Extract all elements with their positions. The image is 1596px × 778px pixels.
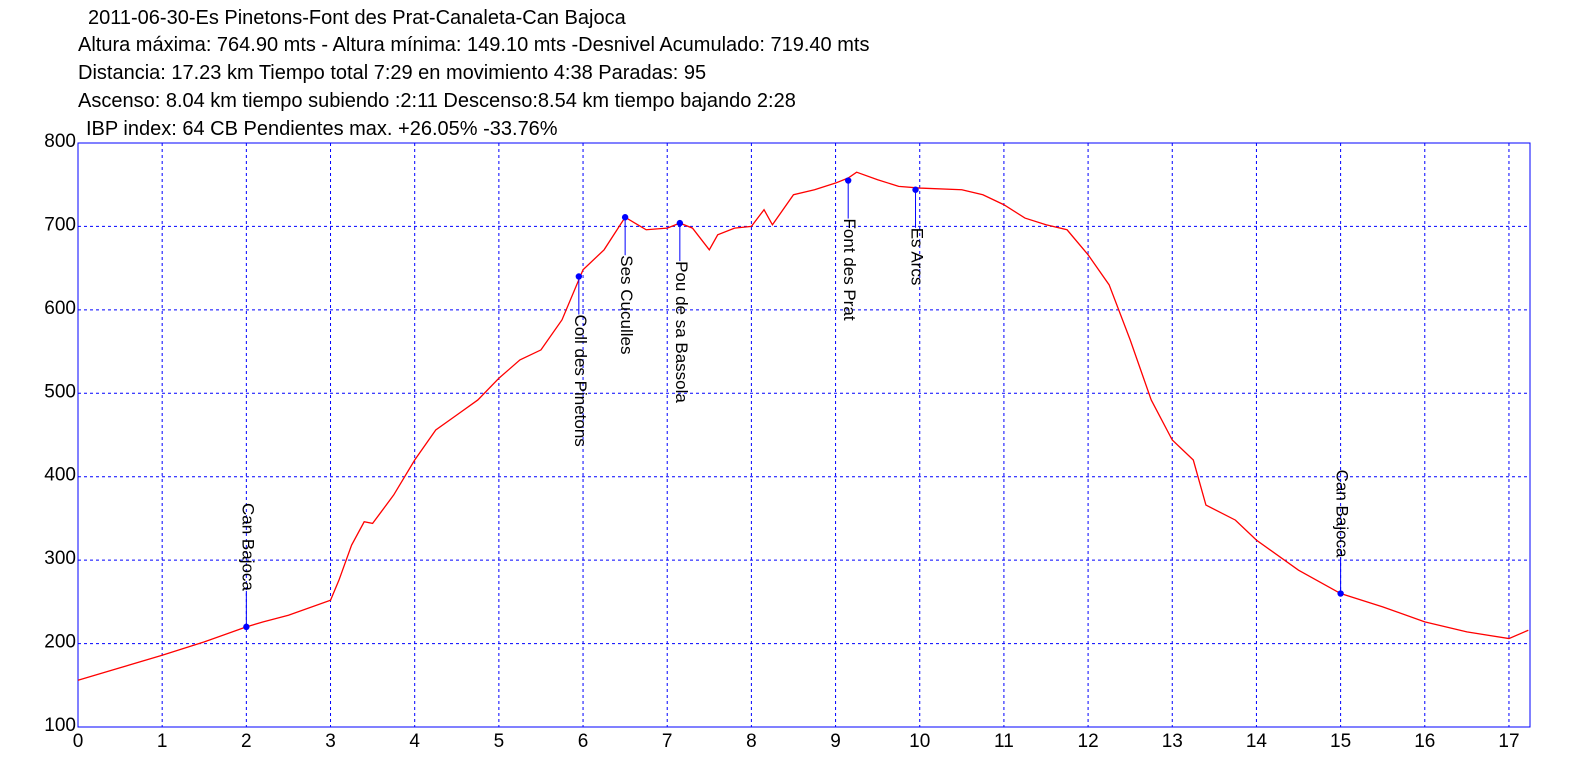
x-tick-label: 9 <box>830 731 841 752</box>
y-tick-label: 600 <box>44 298 76 319</box>
x-tick-label: 5 <box>494 731 505 752</box>
y-tick-label: 500 <box>44 381 76 402</box>
x-tick-label: 6 <box>578 731 589 752</box>
x-tick-label: 8 <box>746 731 757 752</box>
info-line: Altura máxima: 764.90 mts - Altura mínim… <box>78 34 869 56</box>
waypoint-marker <box>844 177 852 184</box>
waypoint-label: Coll des Pinetons <box>571 314 590 446</box>
waypoint-marker <box>621 214 629 221</box>
x-tick-label: 11 <box>994 731 1014 752</box>
waypoint-label: Pou de sa Bassola <box>672 261 691 403</box>
x-tick-label: 10 <box>909 731 930 752</box>
chart-title: 2011-06-30-Es Pinetons-Font des Prat-Can… <box>88 7 627 29</box>
y-tick-label: 800 <box>44 131 76 152</box>
waypoint-marker <box>575 273 583 280</box>
y-tick-label: 100 <box>44 715 76 736</box>
x-tick-label: 14 <box>1246 731 1268 752</box>
y-tick-label: 700 <box>44 214 76 235</box>
x-tick-label: 12 <box>1078 731 1099 752</box>
waypoint-label: Ses Cuculles <box>617 255 636 354</box>
y-tick-label: 400 <box>44 465 76 486</box>
x-tick-label: 2 <box>241 731 252 752</box>
elevation-line <box>77 171 1529 681</box>
info-line: Distancia: 17.23 km Tiempo total 7:29 en… <box>78 62 706 84</box>
x-tick-label: 4 <box>409 731 420 752</box>
x-tick-label: 0 <box>73 731 84 752</box>
y-tick-label: 200 <box>44 632 76 653</box>
waypoint-marker <box>912 186 919 193</box>
waypoint-label: Can Bajoca <box>1333 470 1352 558</box>
x-tick-label: 3 <box>325 731 336 752</box>
waypoint-label: Es Arcs <box>908 228 927 286</box>
x-tick-label: 7 <box>662 731 673 752</box>
info-line: Ascenso: 8.04 km tiempo subiendo :2:11 D… <box>78 90 796 112</box>
x-tick-label: 15 <box>1330 731 1351 752</box>
info-line: IBP index: 64 CB Pendientes max. +26.05%… <box>86 118 558 140</box>
waypoint-marker <box>243 623 250 631</box>
x-tick-label: 16 <box>1414 731 1435 752</box>
waypoint-label: Can Bajoca <box>238 503 257 591</box>
x-tick-label: 17 <box>1498 731 1519 752</box>
plot-frame <box>77 142 1531 728</box>
y-tick-label: 300 <box>44 548 76 569</box>
x-tick-label: 13 <box>1162 731 1183 752</box>
waypoint-marker <box>1337 590 1344 597</box>
waypoint-marker <box>676 219 684 227</box>
waypoint-label: Font des Prat <box>840 219 859 321</box>
x-tick-label: 1 <box>157 731 168 752</box>
